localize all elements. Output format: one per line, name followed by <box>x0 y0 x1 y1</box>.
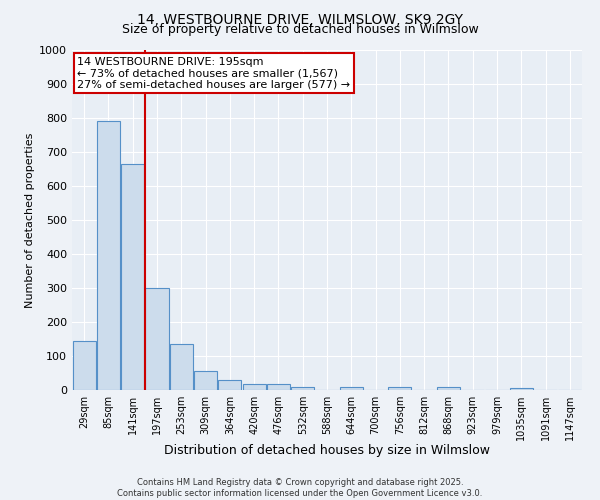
Y-axis label: Number of detached properties: Number of detached properties <box>25 132 35 308</box>
Bar <box>510 388 533 390</box>
Bar <box>242 384 266 390</box>
Bar <box>145 288 169 390</box>
X-axis label: Distribution of detached houses by size in Wilmslow: Distribution of detached houses by size … <box>164 444 490 458</box>
Bar <box>267 384 290 390</box>
Bar <box>121 164 144 390</box>
Bar <box>73 340 95 390</box>
Bar <box>194 372 217 390</box>
Bar <box>97 122 120 390</box>
Bar <box>291 386 314 390</box>
Bar <box>340 386 363 390</box>
Bar <box>170 344 193 390</box>
Bar <box>218 380 241 390</box>
Text: 14, WESTBOURNE DRIVE, WILMSLOW, SK9 2GY: 14, WESTBOURNE DRIVE, WILMSLOW, SK9 2GY <box>137 12 463 26</box>
Text: Contains HM Land Registry data © Crown copyright and database right 2025.
Contai: Contains HM Land Registry data © Crown c… <box>118 478 482 498</box>
Bar <box>437 386 460 390</box>
Bar <box>388 386 412 390</box>
Text: 14 WESTBOURNE DRIVE: 195sqm
← 73% of detached houses are smaller (1,567)
27% of : 14 WESTBOURNE DRIVE: 195sqm ← 73% of det… <box>77 57 350 90</box>
Text: Size of property relative to detached houses in Wilmslow: Size of property relative to detached ho… <box>122 22 478 36</box>
